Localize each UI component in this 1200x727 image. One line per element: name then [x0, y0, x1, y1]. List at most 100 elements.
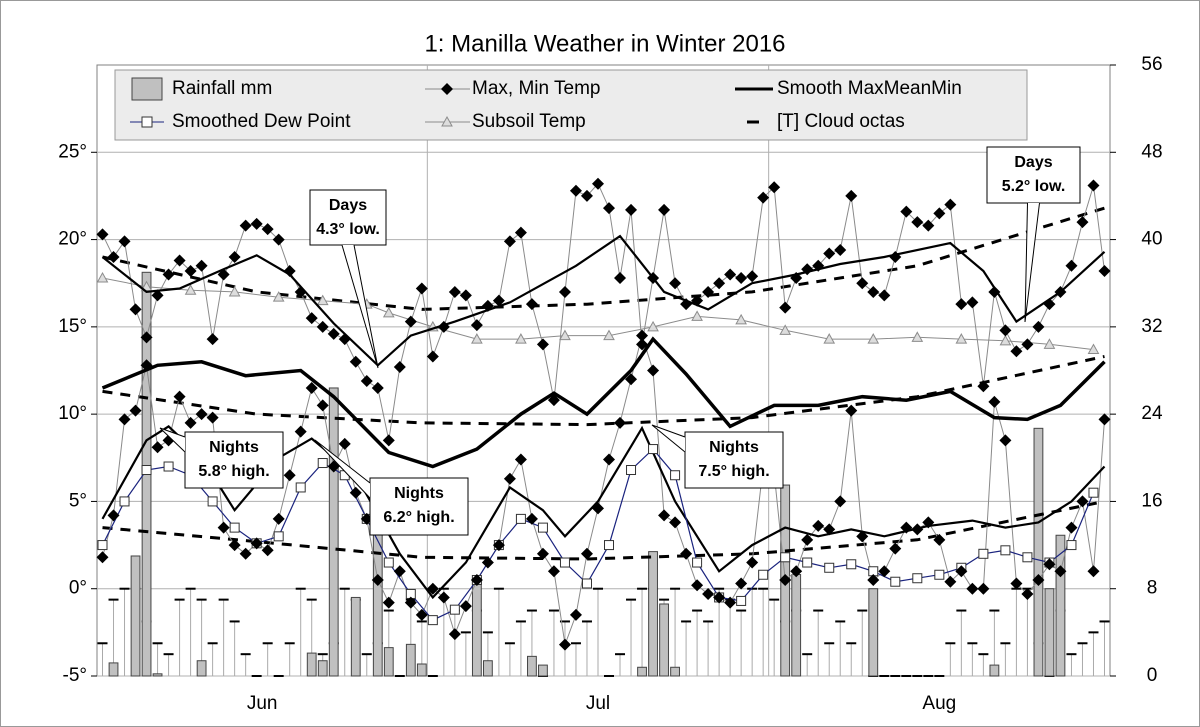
- temp-marker: [173, 254, 186, 267]
- temp-marker: [1065, 521, 1078, 534]
- dewpoint-marker: [1066, 540, 1077, 551]
- subsoil-marker: [955, 333, 968, 344]
- temp-marker: [746, 270, 759, 283]
- temp-marker: [1043, 298, 1056, 311]
- legend-label: Max, Min Temp: [472, 78, 600, 99]
- temp-marker: [250, 217, 263, 230]
- dewpoint-marker: [383, 557, 394, 568]
- y-tick-label: 25°: [58, 141, 87, 162]
- y-tick-label: 15°: [58, 316, 87, 337]
- temp-marker: [283, 469, 296, 482]
- temp-marker: [658, 203, 671, 216]
- subsoil-marker: [603, 329, 615, 341]
- dewpoint-marker: [537, 522, 548, 533]
- temp-marker: [834, 244, 847, 257]
- temp-marker: [1076, 216, 1089, 229]
- rain-bar: [527, 655, 537, 677]
- y2-tick-label: 40: [1141, 229, 1162, 250]
- temp-marker: [272, 512, 285, 525]
- temp-marker: [603, 453, 616, 466]
- temp-marker: [261, 223, 274, 236]
- temp-marker: [404, 315, 417, 328]
- temp-marker: [955, 298, 968, 311]
- temp-marker: [1087, 179, 1100, 192]
- temp-marker: [922, 219, 935, 232]
- annotation-text: 5.2° low.: [1002, 178, 1066, 195]
- smooth-line: [101, 234, 1106, 367]
- subsoil-marker: [1087, 343, 1100, 355]
- temp-marker: [856, 277, 869, 290]
- temp-marker: [702, 587, 715, 600]
- annotation-text: 6.2° high.: [383, 509, 454, 526]
- y2-tick-label: 16: [1141, 490, 1162, 511]
- subsoil-marker: [382, 306, 395, 318]
- temp-marker: [206, 411, 219, 424]
- dewpoint-marker: [317, 458, 328, 469]
- dewpoint-marker: [648, 444, 659, 455]
- dewpoint-marker: [736, 595, 747, 606]
- dewpoint-marker: [604, 540, 615, 551]
- temp-marker: [129, 303, 142, 316]
- temp-marker: [977, 380, 990, 393]
- temp-marker: [525, 512, 538, 525]
- temp-marker: [944, 198, 957, 211]
- temp-marker: [470, 573, 483, 586]
- temp-marker: [647, 271, 660, 284]
- temp-marker: [547, 394, 560, 407]
- legend-swatch: [441, 115, 453, 127]
- temp-marker: [790, 271, 803, 284]
- rain-bar: [868, 588, 879, 677]
- temp-marker: [184, 264, 197, 277]
- temp-marker: [107, 251, 120, 264]
- temp-marker: [889, 542, 902, 555]
- temp-marker: [735, 271, 748, 284]
- y-tick-label: 0°: [69, 578, 87, 599]
- temp-marker: [768, 181, 781, 194]
- temp-marker: [525, 298, 538, 311]
- dewpoint-marker: [427, 615, 438, 626]
- temp-marker: [338, 333, 351, 346]
- rain-bar: [670, 666, 680, 677]
- subsoil-marker: [316, 294, 329, 306]
- temp-marker: [536, 338, 549, 351]
- dewpoint-marker: [449, 604, 460, 615]
- temp-marker: [239, 219, 252, 232]
- temp-marker: [911, 216, 924, 229]
- y2-tick-label: 48: [1141, 141, 1162, 162]
- legend-label: Rainfall mm: [172, 78, 272, 99]
- temp-marker: [371, 573, 384, 586]
- legend-label: Smoothed Dew Point: [172, 111, 351, 132]
- temp-marker: [349, 355, 362, 368]
- temp-marker: [867, 285, 880, 298]
- temp-marker: [382, 596, 395, 609]
- rain-bar: [152, 673, 163, 677]
- subsoil-marker: [515, 333, 527, 344]
- smooth-line: [101, 336, 1106, 469]
- annotation-text: 4.3° low.: [316, 221, 380, 238]
- annotation-text: 7.5° high.: [698, 463, 769, 480]
- subsoil-marker: [471, 333, 483, 344]
- subsoil-marker: [647, 320, 659, 332]
- rain-bar: [405, 643, 416, 677]
- temp-marker: [1021, 587, 1034, 600]
- temp-marker: [1032, 320, 1045, 333]
- temp-marker: [217, 521, 230, 534]
- rain-bar: [350, 596, 361, 677]
- temp-marker: [911, 523, 924, 536]
- dewpoint-marker: [1022, 552, 1033, 563]
- temp-marker: [988, 285, 1001, 298]
- dewpoint-marker: [692, 557, 703, 568]
- temp-marker: [239, 547, 252, 560]
- temp-marker: [1054, 285, 1067, 298]
- subsoil-marker: [559, 329, 571, 341]
- dewpoint-marker: [207, 496, 218, 507]
- subsoil-marker: [735, 313, 747, 325]
- temp-marker: [283, 264, 296, 277]
- temp-marker: [878, 289, 891, 302]
- temp-marker: [1065, 259, 1078, 272]
- trend-line: [102, 499, 1105, 561]
- temp-marker: [812, 259, 825, 272]
- dewpoint-marker: [802, 557, 813, 568]
- rain-bar: [416, 663, 427, 677]
